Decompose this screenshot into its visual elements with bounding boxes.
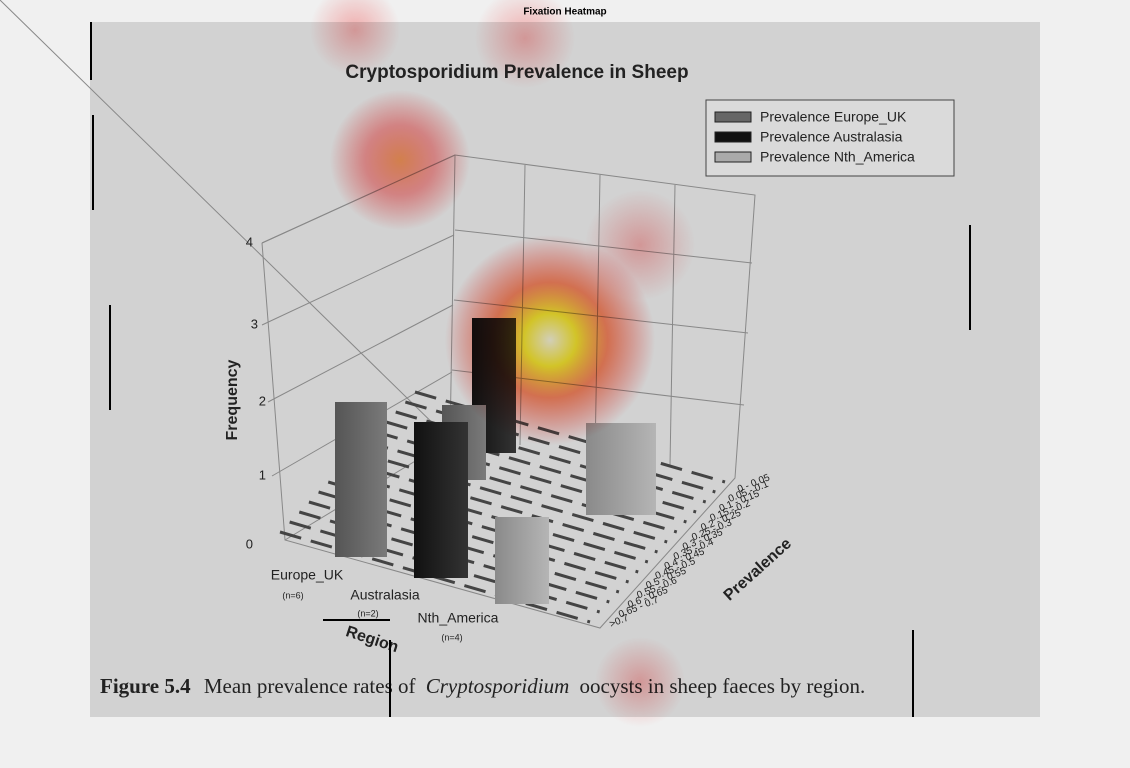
category-label: Australasia <box>350 587 419 603</box>
heatmap <box>310 0 695 727</box>
caption-text: Mean prevalence rates of <box>204 674 416 698</box>
y-tick-label: 1 <box>259 467 266 482</box>
y-tick-label: 4 <box>246 234 253 249</box>
y-tick-label: 2 <box>259 393 266 408</box>
legend: Prevalence Europe_UK Prevalence Australa… <box>705 99 955 177</box>
category-label: Nth_America <box>418 610 499 626</box>
y-axis-label: Frequency <box>224 359 241 440</box>
gaze-marks <box>90 22 971 717</box>
caption-number: Figure 5.4 <box>100 674 191 698</box>
caption: Figure 5.4 Mean prevalence rates of Cryp… <box>100 674 865 698</box>
category-label: Europe_UK <box>271 567 344 583</box>
floor-slat <box>356 450 668 544</box>
category-n: (n=2) <box>357 608 378 618</box>
y-tick-label: 0 <box>246 536 253 551</box>
legend-label: Prevalence Nth_America <box>760 149 915 165</box>
category-n: (n=4) <box>441 632 462 642</box>
floor-slat <box>337 470 649 564</box>
caption-italic: Cryptosporidium <box>426 674 570 698</box>
legend-label: Prevalence Australasia <box>760 129 903 145</box>
y-tick-label: 3 <box>251 316 258 331</box>
legend-label: Prevalence Europe_UK <box>760 109 907 125</box>
category-n: (n=6) <box>282 590 303 600</box>
floor-slat <box>347 460 658 554</box>
